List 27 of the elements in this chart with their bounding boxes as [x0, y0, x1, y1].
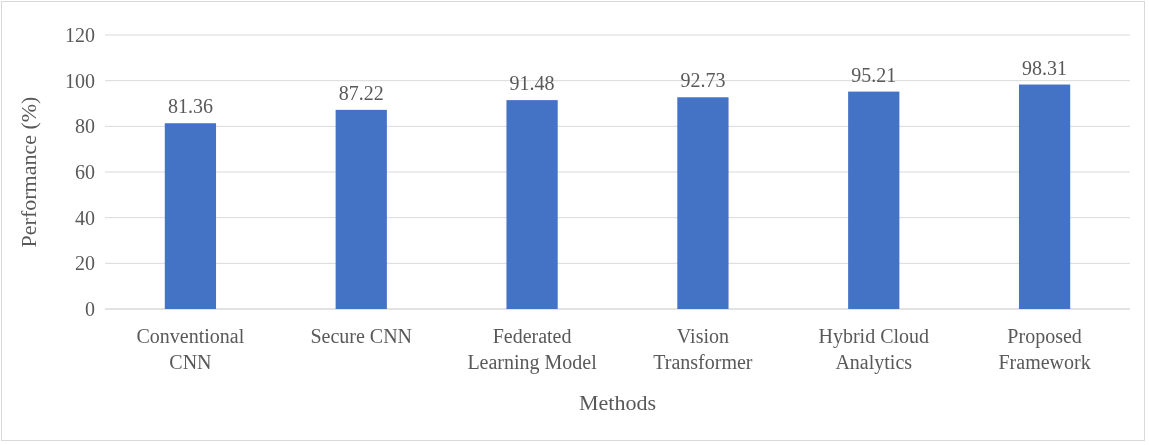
x-tick-label: Hybrid Cloud Analytics	[818, 325, 930, 374]
bar	[848, 91, 900, 309]
x-tick-label: Conventional CNN	[136, 325, 245, 373]
x-tick-label: Secure CNN	[310, 325, 413, 347]
y-tick-label: 40	[75, 206, 95, 229]
bar	[506, 100, 558, 309]
y-tick-label: 60	[75, 161, 95, 183]
data-label: 98.31	[1022, 56, 1068, 79]
data-label: 91.48	[509, 72, 555, 95]
bar	[335, 109, 387, 309]
data-label: 81.36	[167, 95, 213, 118]
data-label: 87.22	[338, 81, 384, 104]
bar	[677, 97, 729, 309]
x-axis-title: Methods	[579, 390, 656, 415]
data-label: 95.21	[851, 63, 897, 86]
bar	[164, 123, 217, 309]
data-label: 92.73	[680, 69, 726, 92]
y-tick-label: 20	[75, 252, 95, 275]
y-tick-label: 120	[65, 24, 95, 46]
x-tick-label: Federated Learning Model	[467, 325, 598, 374]
y-tick-label: 0	[85, 298, 95, 320]
bar	[1018, 84, 1071, 309]
y-axis-title: Performance (%)	[16, 96, 41, 248]
x-tick-label: Proposed Framework	[998, 325, 1091, 373]
y-tick-label: 80	[75, 115, 95, 138]
y-tick-label: 100	[65, 69, 95, 92]
x-tick-label: Vision Transformer	[653, 325, 753, 373]
